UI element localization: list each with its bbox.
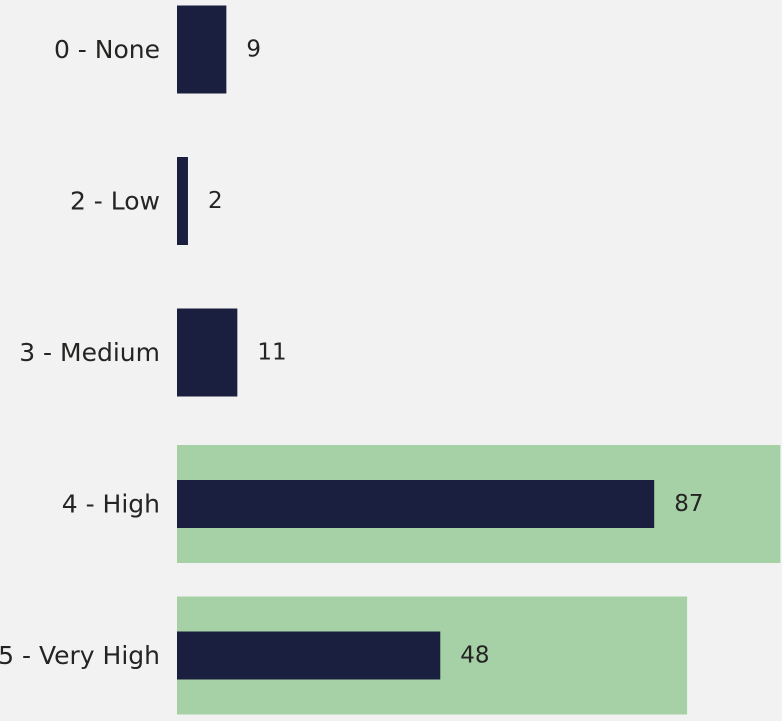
bar xyxy=(177,308,238,397)
bar xyxy=(177,480,655,528)
data-label: 48 xyxy=(460,643,489,669)
bar xyxy=(177,157,188,245)
bar xyxy=(177,5,227,94)
data-label: 2 xyxy=(208,188,223,214)
data-label: 9 xyxy=(246,37,261,63)
category-label: 2 - Low xyxy=(70,187,160,216)
data-label: 11 xyxy=(257,340,286,366)
category-label: 0 - None xyxy=(54,35,160,64)
bar xyxy=(177,631,441,680)
category-label: 3 - Medium xyxy=(19,338,160,367)
category-label: 5 - Very High xyxy=(0,641,160,670)
category-label: 4 - High xyxy=(62,490,160,519)
data-label: 87 xyxy=(674,491,703,517)
